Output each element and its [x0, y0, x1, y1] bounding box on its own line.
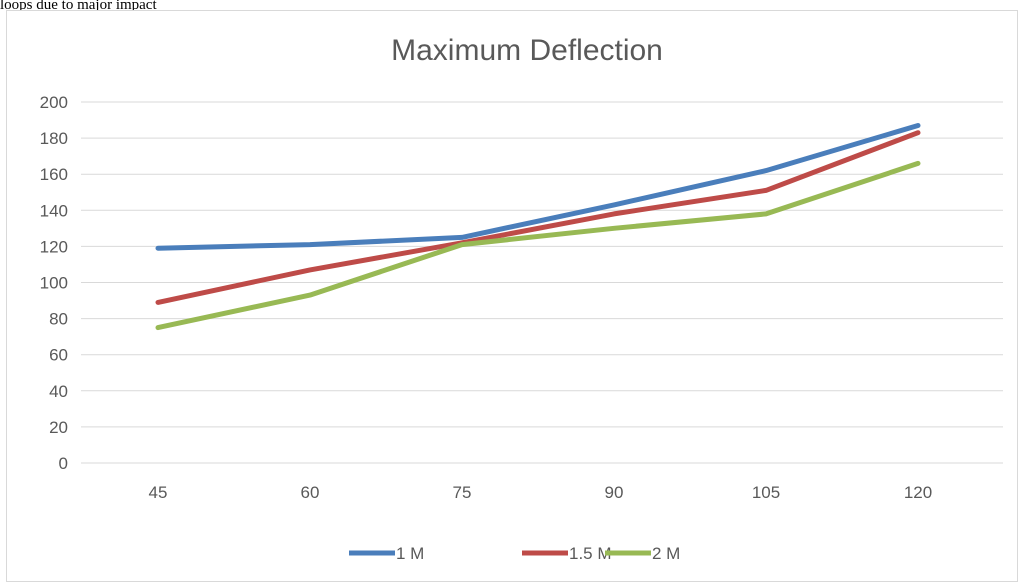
y-axis-tick-labels: 0 20 40 60 80 100 120 140 160 180 200 [40, 93, 68, 473]
x-tick-label: 75 [453, 483, 472, 502]
y-tick-label: 200 [40, 93, 68, 112]
chart-title: Maximum Deflection [391, 34, 663, 67]
x-tick-label: 45 [149, 483, 168, 502]
y-tick-label: 20 [49, 418, 68, 437]
x-axis-tick-labels: 45 60 75 90 105 120 [149, 483, 933, 502]
x-tick-label: 60 [301, 483, 320, 502]
series-line-3 [155, 160, 921, 331]
page-caption: loops due to major impact [0, 0, 157, 13]
y-tick-label: 60 [49, 346, 68, 365]
line-chart: Maximum Deflection 0 20 40 60 80 100 120 140 160… [40, 34, 1003, 563]
series-lines [155, 123, 921, 331]
x-tick-label: 105 [752, 483, 780, 502]
legend-label: 1 M [396, 544, 424, 563]
x-tick-label: 120 [904, 483, 932, 502]
y-tick-label: 140 [40, 201, 68, 220]
y-tick-label: 160 [40, 165, 68, 184]
y-tick-label: 120 [40, 237, 68, 256]
x-tick-label: 90 [605, 483, 624, 502]
legend-label: 1.5 M [569, 544, 612, 563]
y-tick-label: 100 [40, 274, 68, 293]
legend-label: 2 M [652, 544, 680, 563]
y-tick-label: 180 [40, 129, 68, 148]
series-line-1 [155, 123, 921, 251]
y-tick-label: 0 [59, 454, 68, 473]
y-tick-label: 80 [49, 310, 68, 329]
gridlines [81, 101, 1003, 464]
y-tick-label: 40 [49, 382, 68, 401]
legend: 1 M 1.5 M 2 M [349, 544, 680, 563]
series-line-2 [155, 130, 921, 305]
chart-area: Maximum Deflection 0 20 40 60 80 100 120 140 160… [6, 10, 1018, 582]
